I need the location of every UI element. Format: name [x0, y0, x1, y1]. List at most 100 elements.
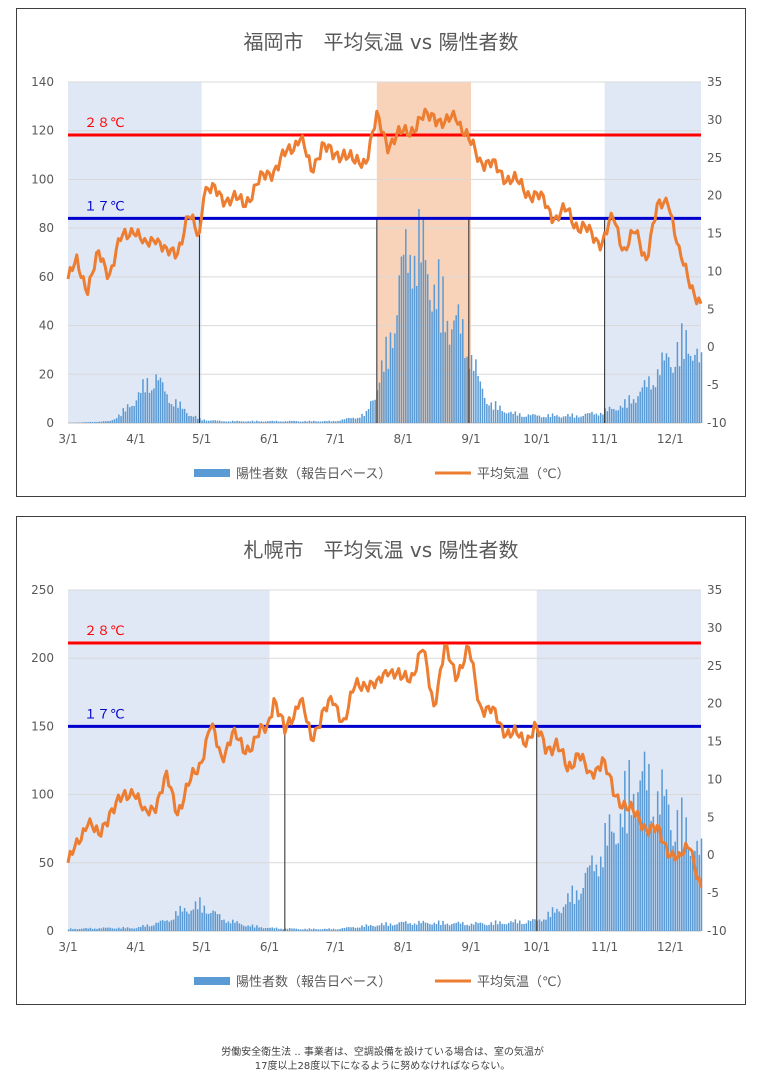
case-bar [96, 422, 98, 423]
case-bar [575, 890, 578, 931]
case-bar [459, 923, 462, 931]
x-tick-label: 4/1 [126, 940, 145, 954]
case-bar [424, 260, 427, 423]
case-bar [376, 925, 379, 931]
case-bar [245, 421, 247, 423]
case-bar [262, 421, 265, 423]
case-bar [470, 355, 473, 423]
case-bar [304, 928, 306, 931]
case-bar [201, 912, 203, 931]
case-bar [567, 893, 569, 931]
case-bar [486, 925, 488, 931]
case-bar [155, 922, 157, 931]
case-bar [505, 924, 508, 931]
case-bar [356, 417, 359, 423]
case-bar [172, 919, 175, 931]
case-bar [288, 928, 291, 931]
case-bar [632, 793, 635, 931]
case-bar [681, 323, 683, 423]
case-bar [643, 380, 646, 423]
case-bar [656, 791, 659, 931]
case-bar [203, 419, 206, 423]
case-bar [619, 405, 622, 423]
x-tick-label: 9/1 [461, 940, 480, 954]
case-bar [262, 928, 265, 931]
case-bar [446, 923, 449, 931]
case-bar [472, 370, 475, 423]
case-bar [238, 421, 241, 423]
case-bar [345, 927, 348, 931]
case-bar [667, 804, 670, 931]
case-bar [324, 928, 326, 931]
case-bar [207, 913, 210, 931]
case-bar [229, 421, 232, 423]
case-bar [451, 329, 453, 423]
case-bar [380, 360, 383, 423]
case-bar [586, 413, 589, 423]
case-bar [492, 409, 495, 423]
case-bar [411, 924, 414, 931]
case-bar [258, 421, 260, 423]
case-bar [437, 920, 440, 931]
reference-line-label: １７℃ [84, 199, 125, 214]
case-bar [440, 332, 442, 423]
case-bar [659, 814, 661, 931]
case-bar [225, 421, 227, 423]
case-bar [571, 885, 574, 931]
case-bar [212, 420, 214, 423]
case-bar [247, 421, 249, 423]
case-bar [534, 919, 536, 931]
case-bar [157, 380, 160, 423]
case-bar [534, 414, 536, 423]
case-bar [113, 928, 116, 931]
case-bar [280, 928, 282, 931]
case-bar [617, 843, 620, 931]
case-bar [326, 421, 328, 423]
case-bar [501, 411, 503, 423]
case-bar [96, 928, 98, 931]
case-bar [409, 923, 411, 931]
case-bar [698, 362, 701, 423]
case-bar [448, 925, 451, 931]
case-bar [431, 311, 433, 423]
case-bar [396, 315, 398, 423]
case-bar [278, 928, 280, 931]
case-bar [297, 929, 300, 931]
case-bar [453, 320, 455, 423]
case-bar [282, 421, 284, 423]
case-bar [284, 421, 287, 423]
case-bar [129, 928, 131, 931]
case-bar [181, 911, 184, 931]
case-bar [118, 414, 120, 423]
case-bar [367, 925, 370, 931]
case-bar [109, 927, 111, 931]
case-bar [111, 420, 114, 423]
x-tick-label: 7/1 [326, 432, 345, 446]
case-bar [315, 929, 317, 931]
case-bar [691, 859, 694, 931]
case-bar [455, 922, 457, 931]
case-bar [199, 897, 201, 931]
case-bar [365, 924, 368, 931]
case-bar [85, 422, 87, 423]
case-bar [308, 420, 311, 423]
case-bar [584, 413, 587, 423]
case-bar [643, 751, 646, 931]
case-bar [578, 899, 580, 931]
case-bar [369, 401, 372, 423]
case-bar [426, 274, 429, 423]
case-bar [232, 919, 234, 931]
case-bar [157, 922, 160, 931]
case-bar [512, 413, 514, 423]
case-bar [142, 379, 144, 423]
case-bar [602, 414, 604, 423]
case-bar [604, 823, 606, 931]
case-bar [429, 924, 431, 931]
y-left-tick-label: 20 [39, 367, 54, 381]
case-bar [617, 410, 620, 423]
case-bar [672, 845, 674, 931]
case-bar [271, 927, 273, 931]
case-bar [352, 927, 355, 931]
case-bar [475, 921, 477, 931]
case-bar [192, 909, 195, 931]
